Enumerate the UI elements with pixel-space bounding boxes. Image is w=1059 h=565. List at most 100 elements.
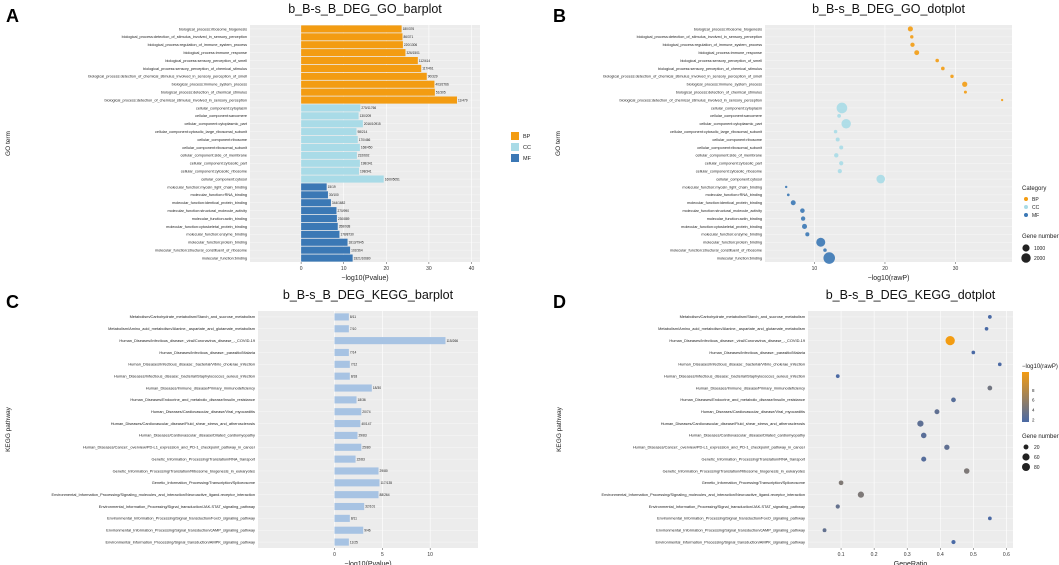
bar <box>301 64 422 73</box>
y-tick-label: Environmental_Information_Processing/Sig… <box>106 528 255 533</box>
y-tick-label: Environmental_Information_Processing/Sig… <box>601 492 805 497</box>
bar-data-label: 29/80 <box>380 469 388 473</box>
y-tick-label: Environmental_Information_Processing/Sig… <box>106 539 255 544</box>
y-tick-label: Human_Diseases/Infectious_disease:_bacte… <box>678 362 805 367</box>
bar <box>334 348 349 357</box>
y-tick-label: Metabolism/Carbohydrate_metabolism/Starc… <box>130 314 255 319</box>
y-tick-label: molecular_function:actin_binding <box>707 217 762 221</box>
plot-panel-background <box>250 25 480 262</box>
scatter-point <box>837 169 842 174</box>
bar <box>301 33 403 41</box>
bar-data-label: 270/11766 <box>361 106 376 110</box>
scatter-point <box>800 216 806 221</box>
y-tick-label: Environmental_Information_Processing/Sig… <box>656 539 805 544</box>
bar <box>334 313 349 321</box>
scatter-point <box>876 174 886 184</box>
chart-title: b_B-s_B_DEG_GO_barplot <box>288 2 442 16</box>
y-tick-label: biological_process:sensory_perception_of… <box>165 59 247 63</box>
bar <box>301 25 402 33</box>
y-axis-label: KEGG pathway <box>556 406 563 452</box>
bar <box>334 408 362 416</box>
y-tick-label: molecular_function:myosin_light_chain_bi… <box>682 185 762 189</box>
legend-label: 2000 <box>1034 256 1045 262</box>
y-tick-label: molecular_function:structural_molecule_a… <box>167 209 247 213</box>
scatter-point <box>935 58 939 63</box>
x-tick-label: 0.2 <box>871 552 878 558</box>
y-tick-label: Human_Diseases/Infectious_disease:_bacte… <box>664 373 805 378</box>
legend-title: Gene number <box>1022 234 1059 240</box>
bar-data-label: 40/147 <box>361 422 371 426</box>
legend-title: Category <box>1022 186 1046 192</box>
y-tick-label: cellular_component:cytoplasmic_part <box>700 122 763 126</box>
bar <box>301 238 348 246</box>
bar <box>334 479 380 487</box>
scatter-point <box>816 237 826 247</box>
bar-data-label: 8/11 <box>350 315 356 319</box>
y-tick-label: molecular_function:enzyme_binding <box>701 233 762 237</box>
y-tick-label: Human_Diseases/Cardiovascular_disease/Fl… <box>661 421 805 426</box>
y-tick-label: molecular_function:rRNA_binding <box>190 193 247 197</box>
y-tick-label: molecular_function:cytoskeletal_protein_… <box>681 225 762 229</box>
scatter-point <box>841 119 851 129</box>
scatter-point <box>941 66 945 71</box>
scatter-point <box>914 50 920 56</box>
y-tick-label: Metabolism/Amino_acid_metabolism/Alanine… <box>658 326 805 331</box>
y-tick-label: Human_Diseases/Infectious_disease:_bacte… <box>128 362 255 367</box>
bar <box>301 56 418 65</box>
y-tick-label: molecular_function:structural_constituen… <box>155 248 247 252</box>
legend-key <box>511 132 519 140</box>
y-tick-label: molecular_function:structural_molecule_a… <box>682 209 762 213</box>
x-tick-label: 20 <box>384 266 390 272</box>
y-tick-label: biological_process:regulation_of_immune_… <box>148 43 248 47</box>
scatter-point <box>822 528 827 533</box>
color-bar-tick-label: 6 <box>1032 398 1035 403</box>
panel-letter: B <box>553 6 566 26</box>
x-tick-label: 0 <box>333 552 336 558</box>
scatter-point <box>907 26 913 32</box>
y-axis-label: GO term <box>555 131 562 156</box>
scatter-point <box>835 504 840 509</box>
y-tick-label: molecular_function:structural_constituen… <box>670 248 762 252</box>
scatter-point <box>987 385 993 391</box>
bar <box>301 199 331 207</box>
legend-key <box>1022 244 1030 252</box>
y-tick-label: molecular_function:cytoskeletal_protein_… <box>166 225 247 229</box>
y-tick-label: cellular_component:cytosolic_large_ribos… <box>155 130 248 134</box>
bar <box>334 443 362 451</box>
bar <box>301 88 435 96</box>
bar-data-label: 130/209 <box>360 114 372 118</box>
bar <box>301 230 340 238</box>
legend-key <box>1021 253 1031 263</box>
y-tick-label: Human_Diseases/Endocrine_and_metabolic_d… <box>130 397 255 402</box>
bar <box>301 112 359 120</box>
bar-data-label: 170/466 <box>359 138 371 142</box>
bar <box>301 191 328 199</box>
scatter-point <box>951 397 956 403</box>
chart-title: b_B-s_B_DEG_KEGG_dotplot <box>826 288 996 302</box>
bar <box>301 159 360 167</box>
bar <box>301 246 351 254</box>
x-tick-label: 0.4 <box>937 552 944 558</box>
bar-data-label: 8/11 <box>351 517 357 521</box>
scatter-point <box>997 362 1002 367</box>
y-tick-label: Human_Diseases/Cardiovascular_disease/Vi… <box>151 409 255 414</box>
scatter-point <box>910 42 915 47</box>
y-tick-label: biological_process:detection_of_chemical… <box>105 98 247 102</box>
bar <box>301 135 358 144</box>
bar <box>334 396 357 404</box>
x-tick-label: 0.5 <box>970 552 977 558</box>
y-tick-label: biological_process:detection_of_chemical… <box>161 90 247 94</box>
legend-key <box>1024 197 1028 201</box>
y-tick-label: molecular_function:rRNA_binding <box>705 193 762 197</box>
bar-data-label: 51/305 <box>436 90 446 94</box>
x-tick-label: 0.6 <box>1003 552 1010 558</box>
bar <box>334 538 349 546</box>
scatter-point <box>962 81 968 87</box>
y-tick-label: Human_Diseases/Cardiovascular_disease/Vi… <box>701 409 805 414</box>
bar-data-label: 7/10 <box>350 327 357 331</box>
bar-data-label: 326/1501 <box>406 51 420 55</box>
y-tick-label: Environmental_Information_Processing/Sig… <box>51 492 255 497</box>
